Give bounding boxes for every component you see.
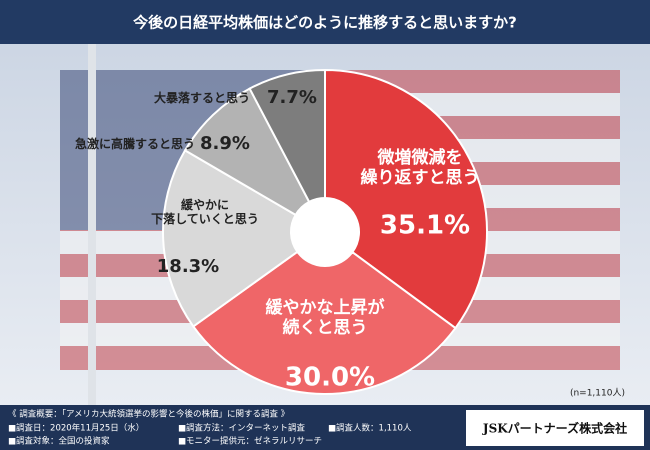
value-label: 7.7%	[267, 87, 317, 108]
title-bar	[0, 0, 650, 44]
footer-item: ■調査対象：全国の投資家	[8, 436, 110, 447]
footer-item: ■調査日：2020年11月25日（水）	[8, 423, 144, 434]
note: (n=1,110人)	[570, 388, 625, 399]
label-line: 大暴落すると思う	[154, 90, 250, 105]
footer-heading: 《 調査概要：「アメリカ大統領選挙の影響と今後の株価」に関する調査 》	[8, 409, 289, 420]
value-label: 35.1%	[380, 211, 470, 241]
pie-slice	[248, 68, 326, 204]
footer-item: ■調査方法：インターネット調査	[178, 423, 306, 434]
label-line: 緩やかに	[181, 196, 229, 211]
value-label: 8.9%	[200, 133, 250, 154]
label-line: 続くと思う	[283, 317, 368, 338]
slice-label: 緩やかに下落していくと思う	[151, 196, 259, 225]
slice-label: 大暴落すると思う	[154, 90, 250, 105]
logo: JSKパートナーズ株式会社	[482, 421, 627, 436]
label-line: 微増微減を	[377, 147, 463, 168]
slice-label: 微増微減を繰り返すと思う	[361, 147, 480, 188]
label-line: 緩やかな上昇が	[266, 297, 385, 318]
value-label: 30.0%	[285, 363, 375, 393]
footer-item: ■調査人数：1,110人	[328, 423, 412, 434]
pie: 微増微減を繰り返すと思う 35.1% 緩やかな上昇が続くと思う 30.0% 緩やかに下落…	[75, 68, 488, 395]
pole	[88, 20, 96, 405]
donut-hole	[291, 198, 359, 266]
chart-title: 今後の日経平均株価はどのように推移すると思いますか?	[132, 14, 517, 32]
slice-label: 急激に高騰すると思う	[75, 136, 195, 151]
value-label: 18.3%	[157, 256, 219, 277]
label-line: 下落していくと思う	[151, 211, 259, 226]
label-line: 繰り返すと思う	[361, 167, 480, 188]
footer-item: ■モニター提供元：ゼネラルリサーチ	[178, 436, 322, 447]
logo-box	[466, 410, 644, 446]
label-line: 急激に高騰すると思う	[75, 136, 195, 151]
slice-label: 緩やかな上昇が続くと思う	[266, 297, 385, 338]
